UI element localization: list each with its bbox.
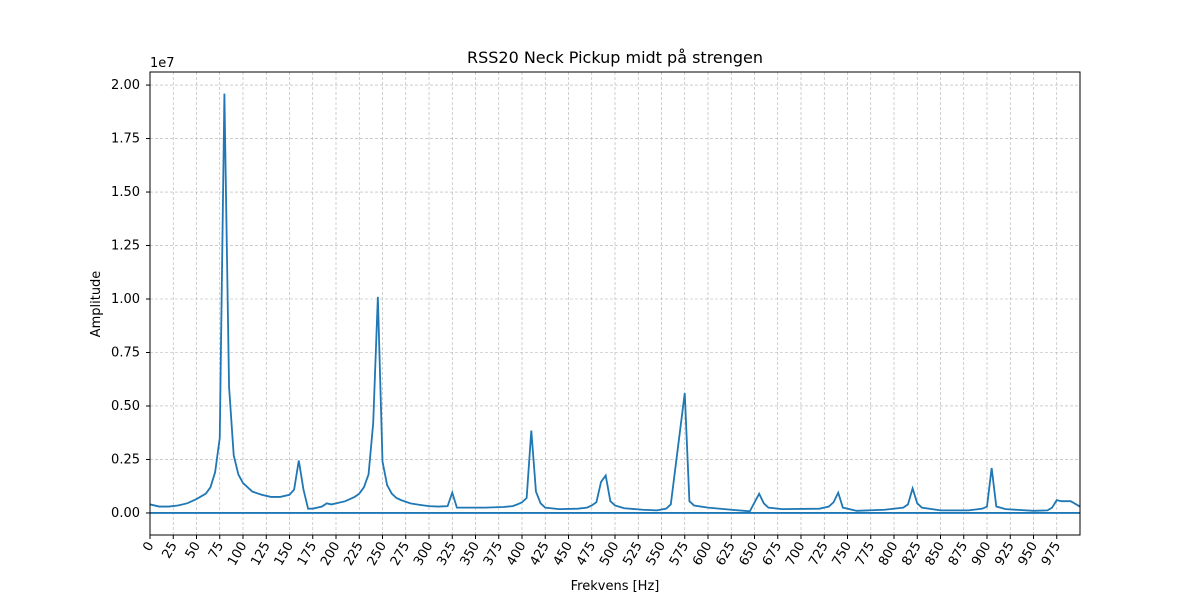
x-tick-label: 200	[318, 540, 343, 569]
x-tick-label: 900	[969, 540, 994, 569]
x-tick-label: 525	[620, 540, 645, 569]
y-tick-label: 1.25	[111, 239, 140, 254]
x-tick-label: 450	[551, 540, 576, 569]
data-line	[150, 93, 1080, 513]
x-tick-label: 75	[206, 540, 227, 562]
y-offset-label: 1e7	[150, 56, 175, 71]
x-tick-label: 150	[272, 540, 297, 569]
plot-frame	[149, 71, 1081, 536]
x-tick-label: 100	[225, 540, 250, 569]
x-tick-label: 675	[760, 540, 785, 569]
x-tick-label: 575	[667, 540, 692, 569]
x-tick-label: 25	[159, 540, 180, 562]
x-tick-label: 850	[923, 540, 948, 569]
x-tick-label: 225	[341, 540, 366, 569]
x-tick-label: 400	[504, 540, 529, 569]
y-tick-label: 1.50	[111, 185, 140, 200]
x-tick-label: 175	[295, 540, 320, 569]
x-axis-label: Frekvens [Hz]	[571, 579, 660, 594]
x-tick-label: 50	[183, 540, 204, 562]
x-tick-label: 650	[737, 540, 762, 569]
x-tick-label: 600	[690, 540, 715, 569]
x-tick-label: 800	[876, 540, 901, 569]
x-tick-label: 550	[644, 540, 669, 569]
x-tick-label: 700	[783, 540, 808, 569]
x-tick-label: 750	[830, 540, 855, 569]
x-tick-label: 925	[992, 540, 1017, 569]
y-tick-label: 2.00	[111, 78, 140, 93]
y-tick-label: 1.75	[111, 132, 140, 147]
x-tick-label: 0	[140, 540, 157, 555]
x-tick-label: 300	[411, 540, 436, 569]
x-tick-label: 775	[853, 540, 878, 569]
x-tick-label: 350	[458, 540, 483, 569]
x-tick-label: 325	[434, 540, 459, 569]
x-tick-label: 475	[574, 540, 599, 569]
chart-title: RSS20 Neck Pickup midt på strengen	[467, 48, 763, 67]
x-tick-label: 125	[248, 540, 273, 569]
x-tick-label: 625	[713, 540, 738, 569]
y-tick-label: 0.00	[111, 506, 140, 521]
x-tick-label: 250	[365, 540, 390, 569]
y-tick-label: 0.75	[111, 345, 140, 360]
y-tick-label: 1.00	[111, 292, 140, 307]
y-tick-label: 0.25	[111, 452, 140, 467]
x-tick-label: 275	[388, 540, 413, 569]
x-tick-label: 375	[481, 540, 506, 569]
x-tick-label: 875	[946, 540, 971, 569]
y-tick-label: 0.50	[111, 399, 140, 414]
x-tick-label: 500	[597, 540, 622, 569]
x-tick-label: 975	[1039, 540, 1064, 569]
x-tick-label: 725	[806, 540, 831, 569]
x-tick-label: 825	[899, 540, 924, 569]
y-axis-label: Amplitude	[89, 271, 104, 338]
x-tick-label: 425	[527, 540, 552, 569]
x-tick-label: 950	[1016, 540, 1041, 569]
